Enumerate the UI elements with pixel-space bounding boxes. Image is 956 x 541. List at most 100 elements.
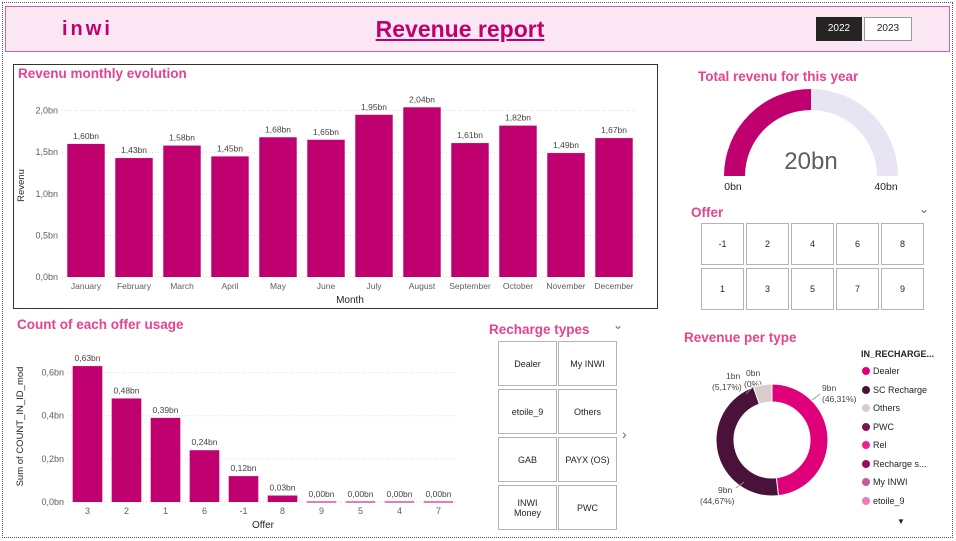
bar-data-label: 1,67bn	[601, 125, 627, 135]
recharge-slicer-item[interactable]: PWC	[558, 485, 617, 530]
monthly-revenue-chart[interactable]: 0,0bn 0,5bn 1,0bn 1,5bn 2,0bn 1,60bn January 1,…	[14, 84, 656, 308]
legend-label: Rel	[873, 440, 887, 450]
chevron-down-icon[interactable]: ⌄	[919, 202, 930, 216]
gauge-max-label: 40bn	[874, 181, 898, 193]
x-tick-label: March	[170, 281, 194, 291]
y-tick-label: 1,5bn	[35, 147, 58, 157]
x-tick-label: 5	[358, 506, 363, 516]
recharge-slicer-item[interactable]: Others	[558, 389, 617, 434]
legend-item[interactable]: etoile_9	[862, 496, 905, 506]
leader-line	[811, 393, 821, 401]
x-tick-label: 2	[124, 506, 129, 516]
donut-label-small-pct: (0%)	[744, 379, 762, 389]
legend-label: etoile_9	[873, 495, 905, 506]
gauge-title: Total revenu for this year	[698, 69, 859, 84]
bar	[355, 114, 393, 277]
donut-slice	[752, 383, 773, 405]
legend-swatch	[862, 478, 870, 486]
offer-slicer-item[interactable]: -1	[701, 223, 744, 265]
recharge-slicer-item[interactable]: GAB	[498, 437, 557, 482]
recharge-slicer-item[interactable]: etoile_9	[498, 389, 557, 434]
offer-chart-title: Count of each offer usage	[17, 317, 184, 332]
recharge-slicer-item[interactable]: INWI Money	[498, 485, 557, 530]
legend-label: My INWI	[873, 477, 908, 487]
bar	[259, 137, 297, 277]
gauge-fill	[724, 89, 811, 176]
offer-slicer-item[interactable]: 8	[881, 223, 924, 265]
bar-data-label: 0,00bn	[387, 489, 413, 499]
legend-label: PWC	[873, 421, 894, 432]
y-tick-label: 0,0bn	[35, 272, 58, 282]
donut-slice	[715, 386, 779, 497]
bar	[150, 417, 181, 502]
donut-slice	[771, 383, 829, 497]
bar-data-label: 0,03bn	[270, 483, 296, 493]
y-axis-title: Revenu	[16, 169, 27, 202]
bar-data-label: 0,24bn	[192, 437, 218, 447]
legend-label: Dealer	[873, 366, 900, 376]
gauge-min-label: 0bn	[724, 181, 742, 193]
x-tick-label: January	[71, 281, 102, 291]
legend-item[interactable]: Recharge s...	[862, 459, 927, 469]
legend-item[interactable]: Rel	[862, 440, 887, 450]
x-axis-title: Month	[336, 295, 364, 306]
bar-data-label: 1,45bn	[217, 143, 243, 153]
recharge-slicer-title: Recharge types	[489, 322, 590, 337]
chevron-right-icon[interactable]: ›	[622, 426, 627, 442]
total-revenue-gauge[interactable]: 20bn 0bn 40bn	[700, 86, 940, 196]
bar	[547, 153, 585, 277]
bar-data-label: 0,63bn	[75, 353, 101, 363]
bar-data-label: 1,95bn	[361, 102, 387, 112]
legend-swatch	[862, 385, 870, 394]
bar-data-label: 1,58bn	[169, 133, 195, 143]
offer-slicer-title: Offer	[691, 205, 724, 220]
offer-slicer-item[interactable]: 9	[881, 268, 924, 310]
offer-slicer-item[interactable]: 4	[791, 223, 834, 265]
offer-slicer-item[interactable]: 3	[746, 268, 789, 310]
offer-slicer-item[interactable]: 2	[746, 223, 789, 265]
legend-swatch	[862, 459, 870, 468]
legend-item[interactable]: My INWI	[862, 477, 908, 487]
donut-label-sc-pct: (44,67%)	[700, 496, 735, 506]
offer-slicer-item[interactable]: 6	[836, 223, 879, 265]
year-button-2022[interactable]: 2022	[816, 17, 862, 41]
leader-line	[735, 481, 745, 489]
legend-label: Others	[873, 403, 901, 413]
caret-down-icon[interactable]: ▼	[897, 517, 905, 526]
monthly-chart-title: Revenu monthly evolution	[18, 66, 187, 81]
x-tick-label: 8	[280, 506, 285, 516]
donut-label-others-pct: (5,17%)	[712, 382, 742, 392]
year-button-2023[interactable]: 2023	[864, 17, 912, 41]
legend-swatch	[862, 367, 870, 375]
x-tick-label: June	[317, 281, 336, 291]
donut-label-sc: 9bn	[718, 485, 732, 495]
gauge-value-label: 20bn	[784, 148, 837, 175]
x-tick-label: October	[503, 281, 533, 291]
legend-swatch	[862, 441, 870, 449]
recharge-slicer-item[interactable]: My INWI	[558, 341, 617, 386]
offer-slicer-item[interactable]: 1	[701, 268, 744, 310]
bar	[115, 158, 153, 277]
offer-slicer-item[interactable]: 5	[791, 268, 834, 310]
revenue-per-type-donut[interactable]: 9bn (46,31%) 9bn (44,67%) 1bn (5,17%) 0b…	[684, 350, 859, 535]
page-title: Revenue report	[375, 16, 545, 42]
offer-slicer-item[interactable]: 7	[836, 268, 879, 310]
bar-data-label: 2,04bn	[409, 94, 435, 104]
donut-legend-title: IN_RECHARGE...	[861, 349, 935, 359]
bar	[67, 143, 105, 277]
legend-item[interactable]: Dealer	[862, 366, 900, 376]
offer-usage-chart[interactable]: 0,0bn 0,2bn 0,4bn 0,6bn 0,63bn 3 0,48bn 2 0,39bn…	[14, 336, 464, 534]
chevron-down-icon[interactable]: ⌄	[613, 318, 624, 332]
legend-item[interactable]: SC Recharge	[862, 385, 927, 395]
legend-item[interactable]: PWC	[862, 422, 894, 432]
x-tick-label: December	[594, 281, 633, 291]
legend-swatch	[862, 404, 870, 412]
legend-item[interactable]: Others	[862, 403, 900, 413]
bar	[267, 495, 298, 502]
x-tick-label: 3	[85, 506, 90, 516]
y-tick-label: 2,0bn	[35, 106, 58, 116]
recharge-slicer-item[interactable]: PAYX (OS)	[558, 437, 617, 482]
recharge-slicer-item[interactable]: Dealer	[498, 341, 557, 386]
x-axis-title: Offer	[252, 520, 275, 531]
bar-data-label: 0,48bn	[114, 385, 140, 395]
